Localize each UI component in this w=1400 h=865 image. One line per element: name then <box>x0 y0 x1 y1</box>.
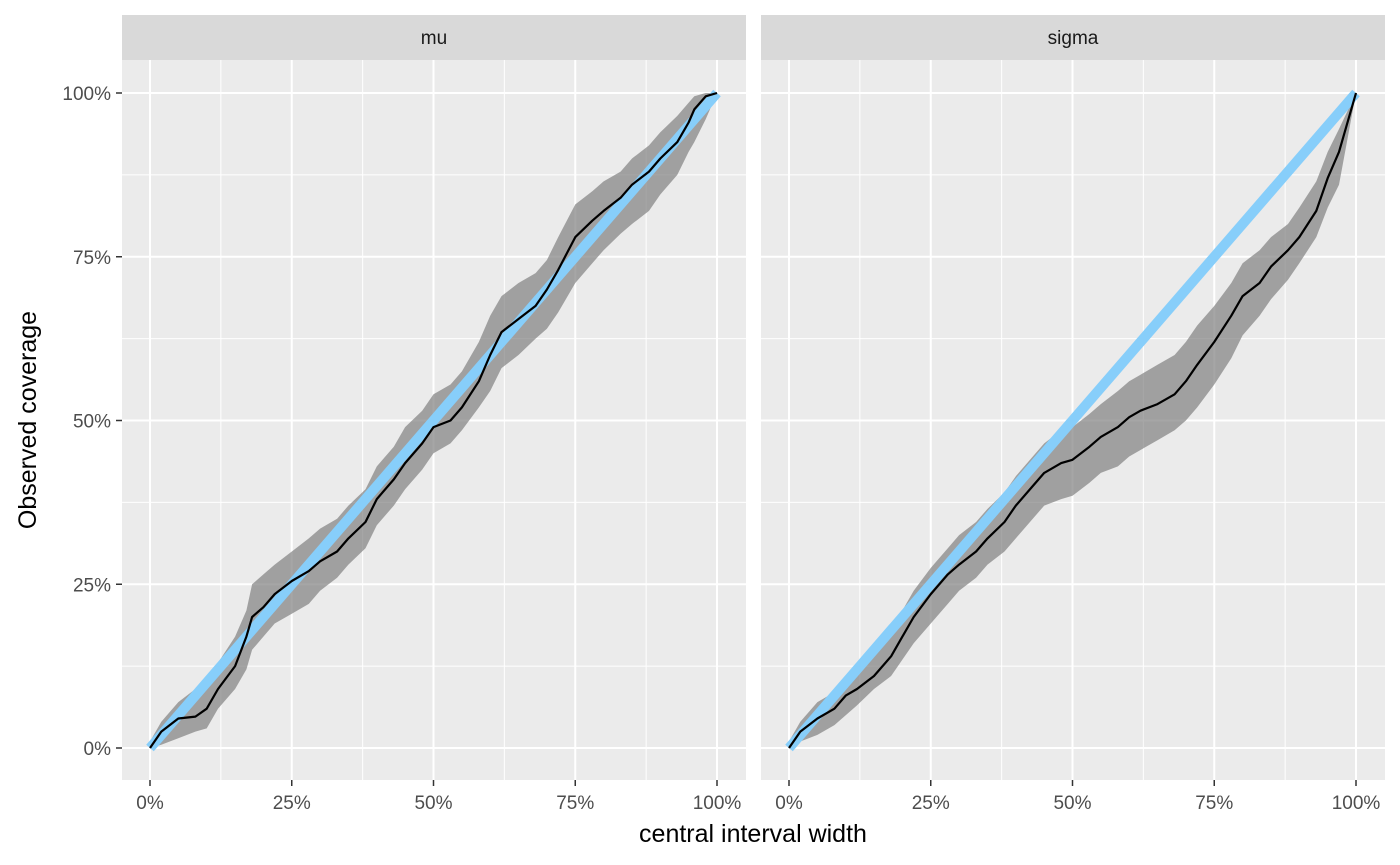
x-tick-label: 0% <box>136 793 164 814</box>
y-tick-label: 75% <box>73 248 111 269</box>
x-tick-label: 0% <box>775 793 803 814</box>
strip-label: mu <box>421 28 447 49</box>
observed-line <box>788 92 1358 749</box>
observed-line <box>149 91 718 749</box>
x-tick-label: 50% <box>414 793 452 814</box>
panel-sigma: sigma 0% 25% 50% 75% 100% <box>761 15 1385 814</box>
x-tick-label: 100% <box>693 793 742 814</box>
y-axis-title: Observed coverage <box>14 311 42 529</box>
strip-label: sigma <box>1048 28 1099 49</box>
y-tick-label: 50% <box>73 412 111 433</box>
strip-background <box>761 15 1385 60</box>
x-tick-label: 50% <box>1053 793 1091 814</box>
x-tick-label: 75% <box>1195 793 1233 814</box>
x-tick-label: 100% <box>1332 793 1381 814</box>
reference-line <box>785 89 1360 752</box>
y-tick-label: 100% <box>62 84 111 105</box>
y-tick-label: 0% <box>84 739 112 760</box>
y-tick-label: 25% <box>73 575 111 596</box>
panel-mu: mu 0% 25% 50% 75% 100% 0% 25% 50% 75% 100% <box>62 15 746 814</box>
x-tick-label: 25% <box>912 793 950 814</box>
strip-background <box>122 15 746 60</box>
x-tick-label: 25% <box>273 793 311 814</box>
x-axis-title: central interval width <box>639 820 867 848</box>
x-tick-label: 75% <box>556 793 594 814</box>
